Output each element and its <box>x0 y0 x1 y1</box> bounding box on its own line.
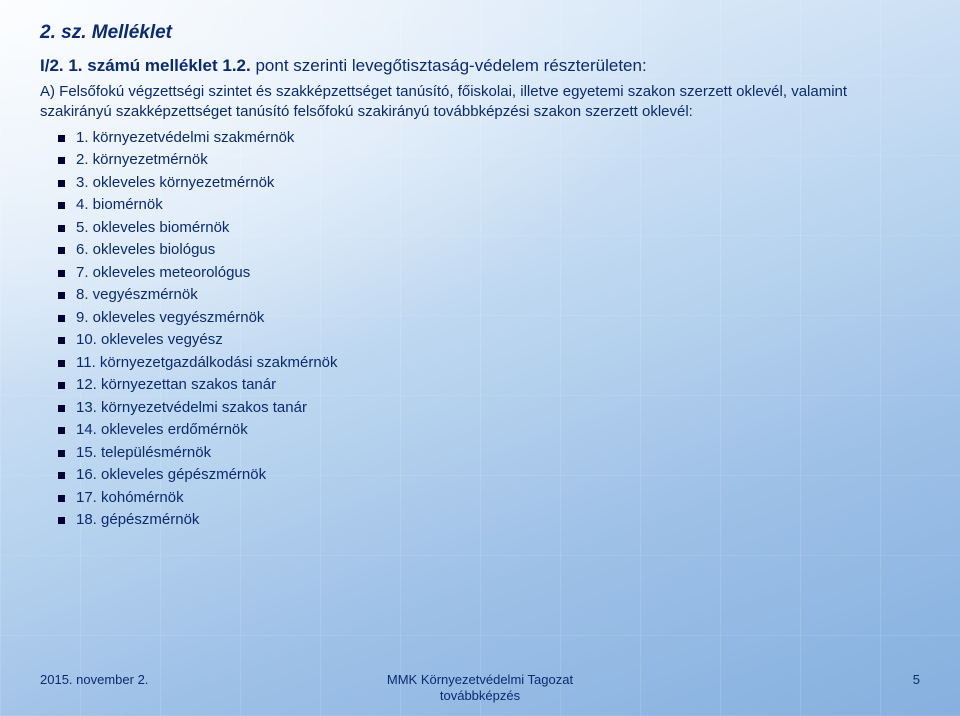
intro-paragraph: A) Felsőfokú végzettségi szintet és szak… <box>40 82 920 123</box>
list-item: 8. vegyészmérnök <box>58 284 920 307</box>
list-item: 3. okleveles környezetmérnök <box>58 172 920 195</box>
subtitle-ref: I/2. 1. számú melléklet 1.2. <box>40 56 251 75</box>
list-item: 10. okleveles vegyész <box>58 329 920 352</box>
footer-center: MMK Környezetvédelmi Tagozat továbbképzé… <box>333 672 626 705</box>
footer: 2015. november 2. MMK Környezetvédelmi T… <box>0 672 960 705</box>
list-item: 14. okleveles erdőmérnök <box>58 419 920 442</box>
title: 2. sz. Melléklet <box>40 22 920 44</box>
list-item: 6. okleveles biológus <box>58 239 920 262</box>
list-item: 16. okleveles gépészmérnök <box>58 464 920 487</box>
footer-page: 5 <box>627 672 920 687</box>
list-item: 17. kohómérnök <box>58 487 920 510</box>
footer-center-line1: MMK Környezetvédelmi Tagozat <box>387 672 573 687</box>
list-item: 13. környezetvédelmi szakos tanár <box>58 397 920 420</box>
footer-center-line2: továbbképzés <box>440 688 520 703</box>
subtitle: I/2. 1. számú melléklet 1.2. pont szerin… <box>40 56 920 76</box>
slide: 2. sz. Melléklet I/2. 1. számú melléklet… <box>0 0 960 716</box>
list-item: 7. okleveles meteorológus <box>58 262 920 285</box>
list-item: 5. okleveles biomérnök <box>58 217 920 240</box>
list-item: 11. környezetgazdálkodási szakmérnök <box>58 352 920 375</box>
list-item: 18. gépészmérnök <box>58 509 920 532</box>
footer-date: 2015. november 2. <box>40 672 333 687</box>
subtitle-point: pont szerinti levegőtisztaság-védelem ré… <box>255 56 646 75</box>
list-item: 1. környezetvédelmi szakmérnök <box>58 127 920 150</box>
list-item: 9. okleveles vegyészmérnök <box>58 307 920 330</box>
list-item: 2. környezetmérnök <box>58 149 920 172</box>
qualification-list: 1. környezetvédelmi szakmérnök 2. környe… <box>40 127 920 532</box>
list-item: 4. biomérnök <box>58 194 920 217</box>
list-item: 12. környezettan szakos tanár <box>58 374 920 397</box>
list-item: 15. településmérnök <box>58 442 920 465</box>
